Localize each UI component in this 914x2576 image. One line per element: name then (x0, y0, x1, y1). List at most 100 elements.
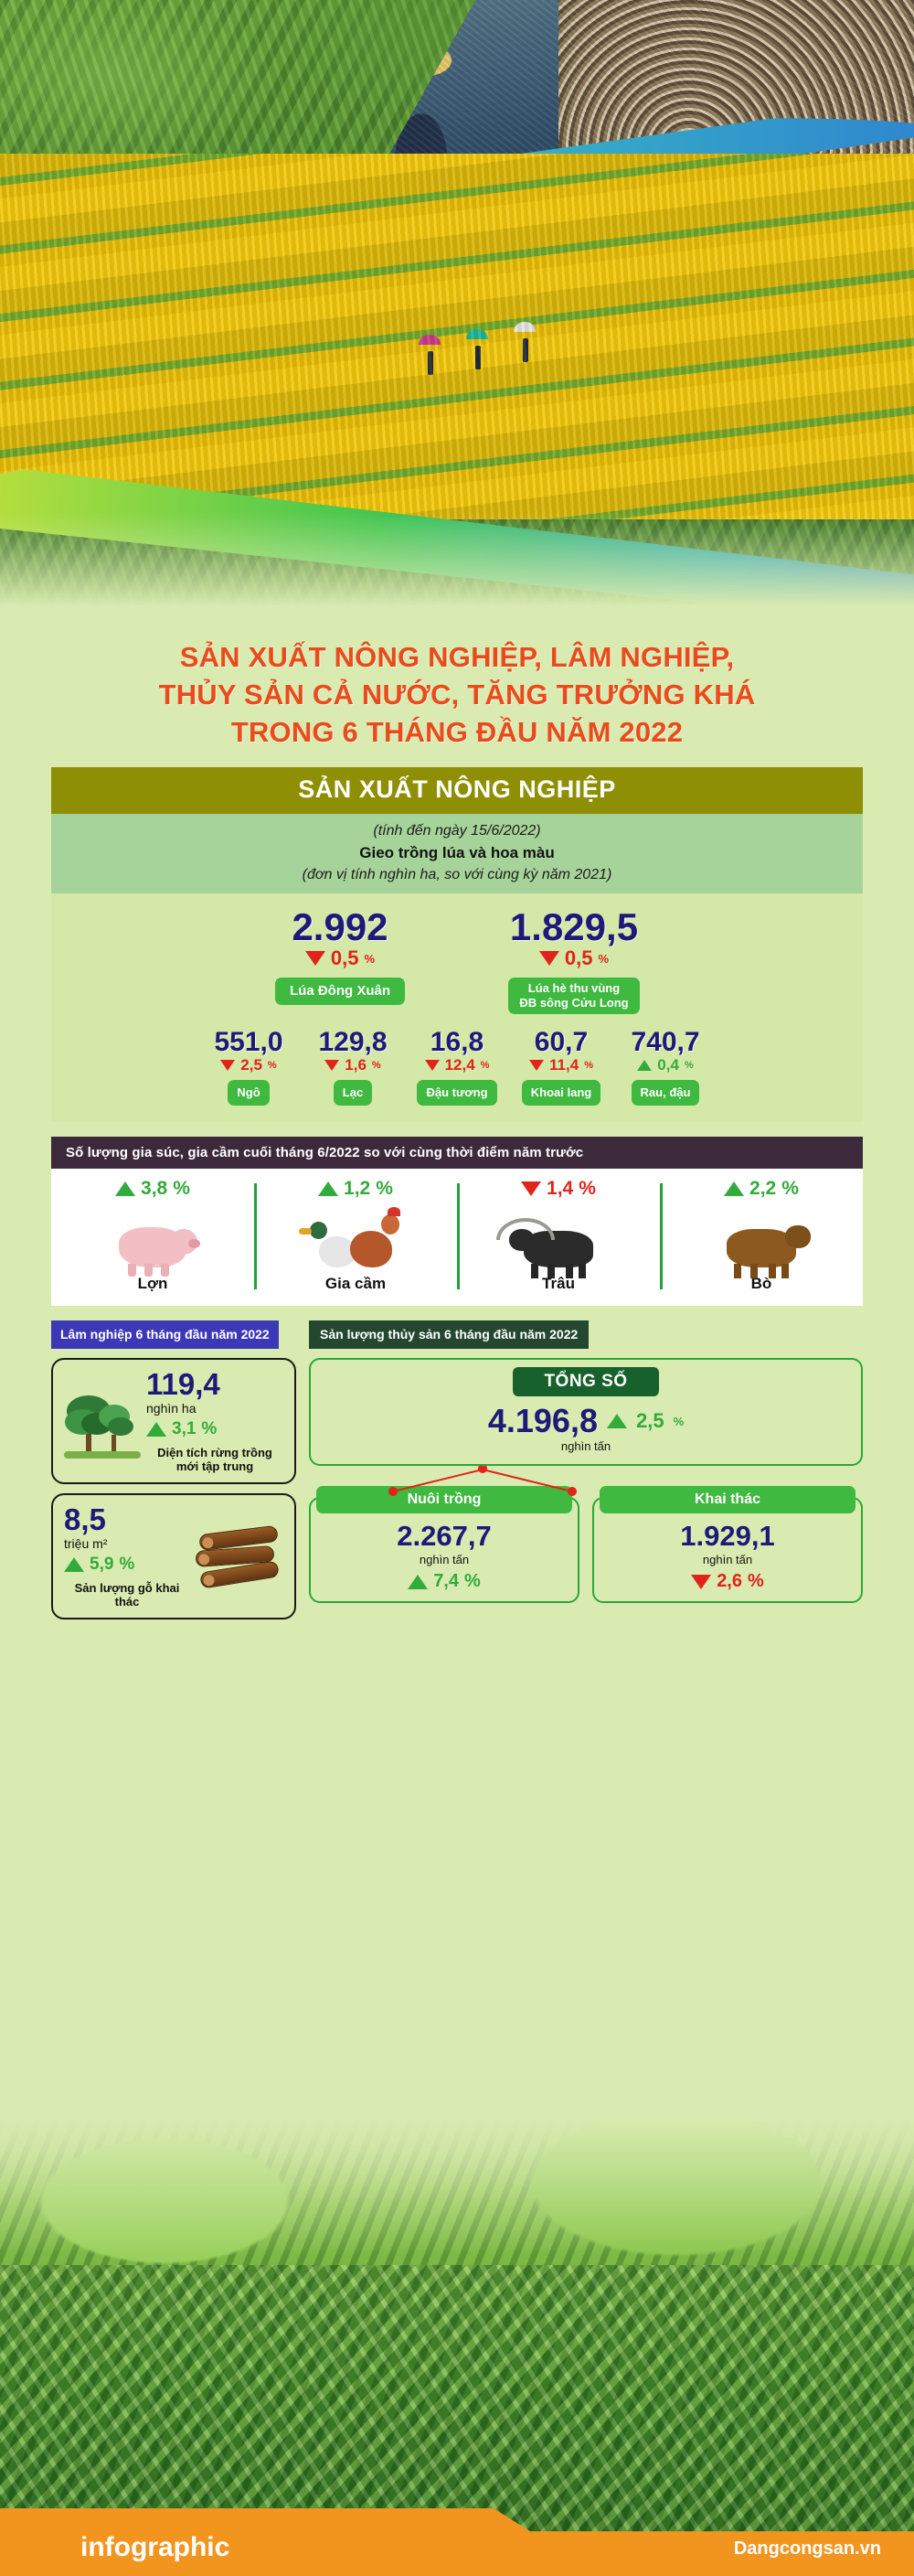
fishery-branch-unit: nghìn tấn (419, 1553, 470, 1566)
percent-symbol: % (119, 1555, 135, 1574)
livestock-label-gia-cam: Gia cầm (324, 1275, 387, 1292)
livestock-item-gia-cam: 1,2 % Gia cầm (254, 1178, 457, 1293)
fishery-branches: Nuôi trồng 2.267,7 nghìn tấn 7,4 % Khai … (309, 1486, 863, 1603)
logs-icon (195, 1524, 283, 1589)
crop-change: 2,5 % (200, 1056, 297, 1074)
percent-symbol: % (480, 1060, 490, 1071)
fishery-branch-value: 1.929,1 (680, 1520, 775, 1552)
arrow-down-icon (424, 1060, 440, 1071)
agriculture-as-of-date: (tính đến ngày 15/6/2022) (373, 823, 541, 839)
crop-change-value: 11,4 (549, 1056, 579, 1074)
arrow-up-icon (408, 1574, 429, 1589)
rice-field-person (428, 351, 433, 375)
percent-symbol: % (673, 1414, 685, 1428)
forestry-unit: triệu m² (64, 1536, 108, 1551)
title-line-1: SẢN XUẤT NÔNG NGHIỆP, LÂM NGHIỆP, (179, 641, 735, 673)
fishery-branch-pill: Nuôi trồng (316, 1486, 572, 1513)
crop-change: 0,4 % (617, 1056, 714, 1074)
forestry-tag: Lâm nghiệp 6 tháng đầu năm 2022 (51, 1320, 279, 1349)
arrow-down-icon (691, 1574, 712, 1589)
buffalo-icon (457, 1205, 660, 1278)
bottom-photo-fade (0, 2119, 914, 2256)
bottom-photo: infographic Dangcongsan.vn (0, 2119, 914, 2576)
rice-label-line1: Lúa hè thu vùng (527, 981, 621, 995)
crop-value: 16,8 (430, 1027, 484, 1057)
percent-symbol: % (376, 1178, 393, 1199)
arrow-down-icon (521, 1181, 542, 1196)
footer-label: infographic (80, 2532, 230, 2562)
crop-change-value: 0,4 (657, 1056, 679, 1074)
fishery-total-card: TỔNG SỐ 4.196,8 2,5 % nghìn tấn (309, 1358, 863, 1466)
rice-item-he-thu: 1.829,5 0,5 % Lúa hè thu vùng ĐB sông Cử… (483, 906, 665, 1014)
rice-change-value: 0,5 (564, 946, 593, 969)
forestry-value: 119,4 (146, 1367, 220, 1401)
crop-item-lac: 129,8 1,6 % Lạc (304, 1027, 401, 1106)
forestry-card-timber-output: 8,5 triệu m² 5,9 % Sản lượng gỗ khai thá… (51, 1493, 296, 1619)
fishery-total-pill: TỔNG SỐ (513, 1367, 659, 1396)
fishery-branch-change-value: 2,6 (717, 1571, 742, 1591)
rice-change: 0,5 % (483, 946, 665, 970)
percent-symbol: % (579, 1178, 596, 1199)
crop-change-value: 1,6 (345, 1056, 367, 1074)
agriculture-data-area: 2.992 0,5 % Lúa Đông Xuân 1.829,5 0,5 % … (51, 893, 863, 1122)
livestock-change-value: 1,4 (547, 1178, 574, 1199)
rice-label-he-thu: Lúa hè thu vùng ĐB sông Cửu Long (508, 978, 640, 1014)
umbrella-white-icon (514, 322, 536, 332)
fishery-column: Sản lượng thủy sản 6 tháng đầu năm 2022 … (309, 1320, 863, 1603)
crop-change: 11,4 % (513, 1056, 610, 1074)
arrow-up-icon (64, 1557, 84, 1572)
arrow-up-icon (146, 1422, 166, 1437)
forestry-column: Lâm nghiệp 6 tháng đầu năm 2022 119,4 ng… (51, 1320, 296, 1619)
crop-item-dau-tuong: 16,8 12,4 % Đậu tương (409, 1027, 505, 1106)
percent-symbol: % (748, 1571, 764, 1591)
umbrella-pink-icon (419, 335, 441, 345)
crop-value: 551,0 (214, 1027, 283, 1057)
livestock-change: 2,2 % (660, 1178, 863, 1200)
livestock-change: 3,8 % (51, 1178, 254, 1200)
forestry-change-value: 5,9 (90, 1555, 114, 1574)
footer-site: Dangcongsan.vn (733, 2539, 881, 2559)
fishery-branch-pill: Khai thác (600, 1486, 856, 1513)
agriculture-subheader-block: (tính đến ngày 15/6/2022) Gieo trồng lúa… (51, 814, 863, 893)
forestry-card-planted-area: 119,4 nghìn ha 3,1 % Diện tích rừng trồn… (51, 1358, 296, 1484)
percent-symbol: % (201, 1419, 218, 1438)
arrow-down-icon (220, 1060, 236, 1071)
livestock-change-value: 3,8 (141, 1178, 168, 1199)
rice-terrace-photo (0, 154, 914, 519)
percent-symbol: % (584, 1060, 593, 1071)
hero-photo-collage (0, 0, 914, 622)
hero-gradient-fade (0, 512, 914, 622)
crop-row: 551,0 2,5 % Ngô 129,8 1,6 % Lạc 16,8 (51, 1027, 863, 1117)
rice-item-dong-xuan: 2.992 0,5 % Lúa Đông Xuân (249, 906, 431, 1014)
agriculture-unit-note: (đơn vị tính nghìn ha, so với cùng kỳ nă… (302, 867, 612, 882)
rice-value: 2.992 (292, 905, 388, 948)
rice-label-dong-xuan: Lúa Đông Xuân (275, 978, 405, 1005)
crop-value: 129,8 (318, 1027, 388, 1057)
forestry-caption: Sản lượng gỗ khai thác (74, 1581, 180, 1609)
rice-change-value: 0,5 (330, 946, 359, 969)
fishery-total-value: 4.196,8 (487, 1402, 598, 1439)
crop-label-rau-dau: Rau, đậu (631, 1080, 700, 1106)
livestock-change-value: 1,2 (344, 1178, 371, 1199)
percent-symbol: % (684, 1060, 694, 1071)
livestock-item-bo: 2,2 % Bò (660, 1178, 863, 1293)
crop-label-ngo: Ngô (228, 1080, 270, 1106)
forestry-change: 5,9 % (64, 1555, 190, 1575)
arrow-up-icon (606, 1414, 627, 1428)
trees-icon (64, 1384, 141, 1459)
forestry-fishery-section: Lâm nghiệp 6 tháng đầu năm 2022 119,4 ng… (51, 1320, 863, 1619)
percent-symbol: % (598, 951, 610, 966)
crop-item-khoai-lang: 60,7 11,4 % Khoai lang (513, 1027, 610, 1106)
crop-label-dau-tuong: Đậu tương (417, 1080, 497, 1106)
arrow-down-icon (324, 1060, 340, 1071)
crop-change-value: 2,5 (240, 1056, 262, 1074)
crop-value: 60,7 (534, 1027, 589, 1057)
livestock-header: Số lượng gia súc, gia cầm cuối tháng 6/2… (51, 1137, 863, 1169)
livestock-item-lon: 3,8 % Lợn (51, 1178, 254, 1293)
poultry-icon (254, 1205, 457, 1267)
fishery-branch-change-value: 7,4 (433, 1571, 459, 1591)
forestry-unit: nghìn ha (146, 1401, 197, 1416)
umbrella-teal-icon (466, 329, 488, 339)
title-line-2: THỦY SẢN CẢ NƯỚC, TĂNG TRƯỞNG KHÁ (158, 679, 756, 711)
rice-change: 0,5 % (249, 946, 431, 970)
